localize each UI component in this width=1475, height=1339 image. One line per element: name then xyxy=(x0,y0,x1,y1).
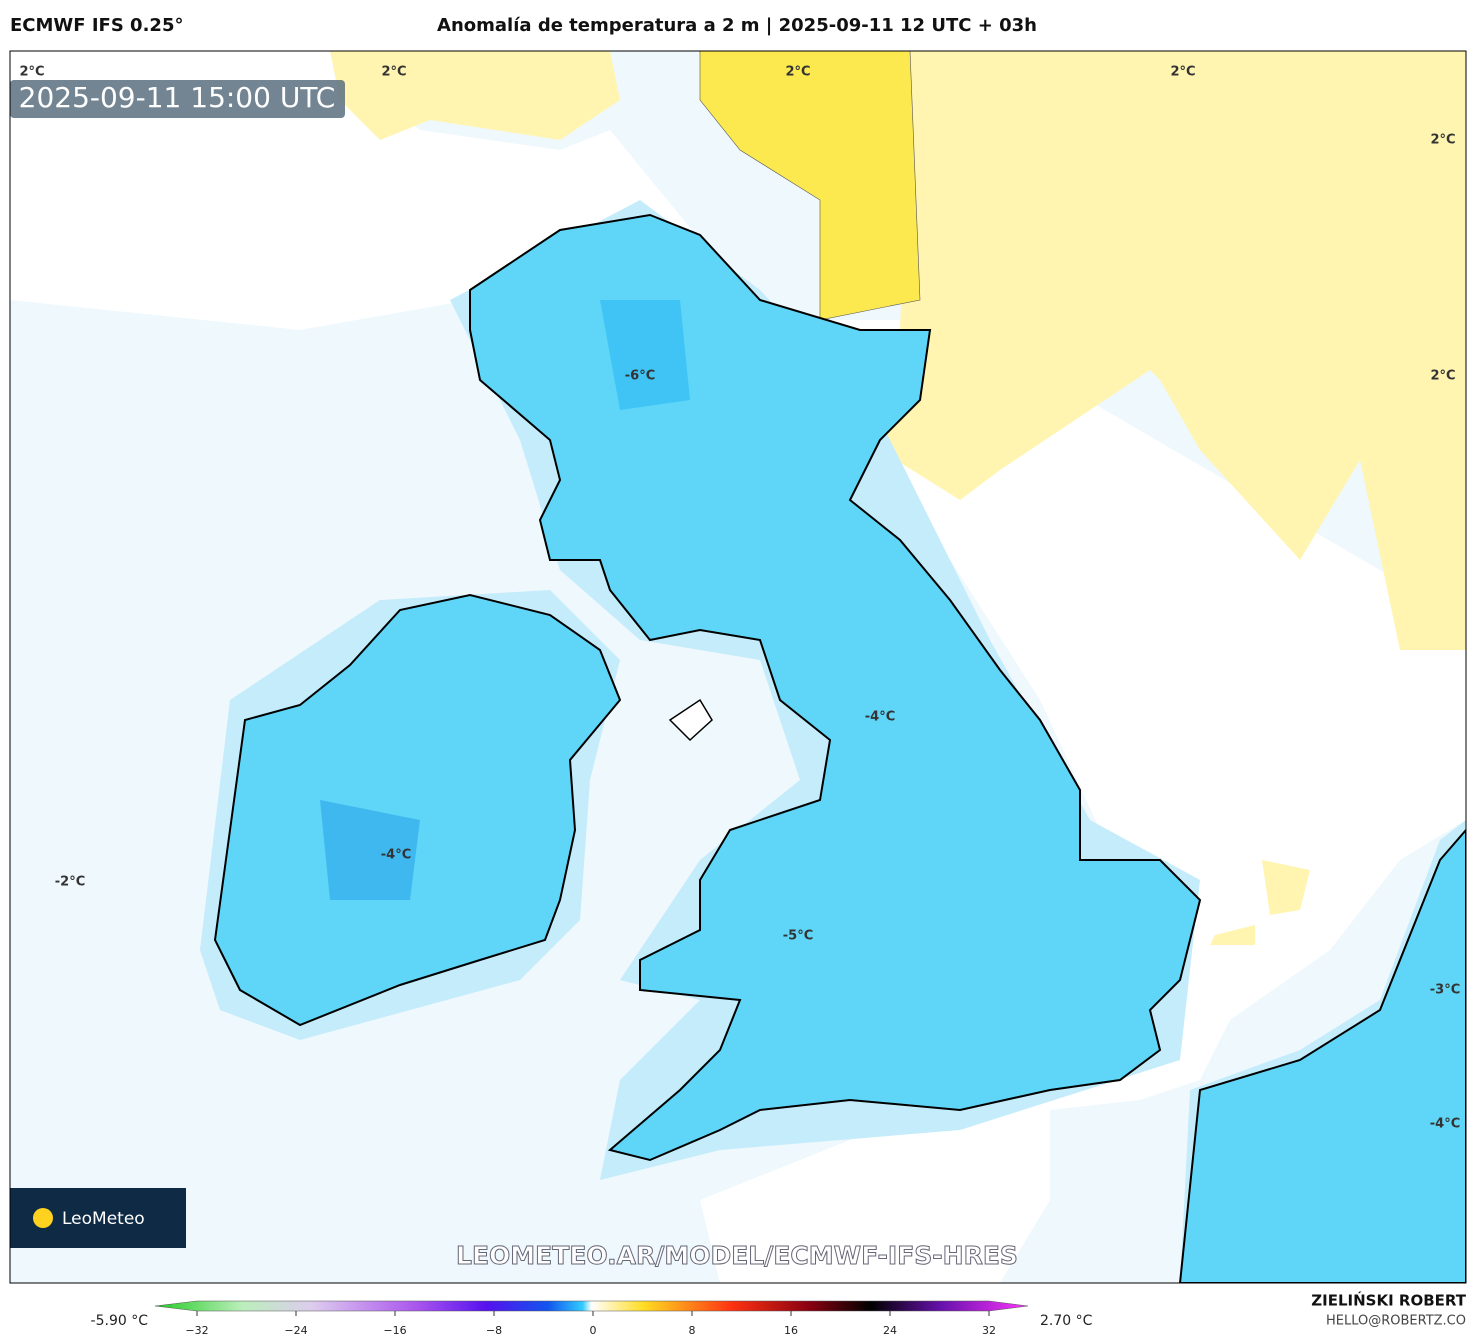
contour-label: 2°C xyxy=(1170,65,1195,80)
warm-area xyxy=(1210,925,1255,945)
timestamp-box xyxy=(10,80,345,118)
ireland xyxy=(213,593,622,1027)
map-frame xyxy=(9,50,1467,1284)
colorbar-max: 2.70 °C xyxy=(1040,1313,1093,1329)
colorbar-tick-label: 8 xyxy=(689,1324,696,1337)
colorbar-tick-label: 32 xyxy=(982,1324,996,1337)
author: ZIELIŃSKI ROBERT xyxy=(1311,1291,1466,1310)
continent xyxy=(1178,828,1466,1283)
colorbar-tick-label: −8 xyxy=(486,1324,502,1337)
contour-labels: 2°C 2°C 2°C 2°C 2°C 2°C -6°C -4°C -4°C -2°C -5°C -3… xyxy=(19,65,1460,1132)
cold-core xyxy=(600,300,690,410)
warm-area xyxy=(330,51,620,140)
cold-core xyxy=(320,800,420,900)
contour-label: 2°C xyxy=(19,65,44,80)
contour-label: -5°C xyxy=(783,929,813,944)
contour-label: 2°C xyxy=(1430,369,1455,384)
contour-label: -2°C xyxy=(55,875,85,890)
isle-of-man xyxy=(668,698,713,742)
colorbar-min: -5.90 °C xyxy=(91,1313,149,1329)
map: 2025-09-11 15:00 UTC 2°C 2°C 2°C 2°C 2°C 2°C -… xyxy=(10,51,1466,1283)
map-title: Anomalía de temperatura a 2 m | 2025-09-… xyxy=(437,15,1037,36)
contour-label: -4°C xyxy=(381,848,411,863)
model-name: ECMWF IFS 0.25° xyxy=(10,15,183,36)
contour-label: -4°C xyxy=(865,710,895,725)
contour-label: -3°C xyxy=(1430,983,1460,998)
colorbar-tick-label: −24 xyxy=(284,1324,307,1337)
contour-label: 2°C xyxy=(1430,133,1455,148)
contour-label: -6°C xyxy=(625,369,655,384)
neutral-area xyxy=(700,320,1466,1283)
contour-label: 2°C xyxy=(785,65,810,80)
colorbar-tick-label: −16 xyxy=(383,1324,406,1337)
warm-area xyxy=(699,51,921,321)
email: HELLO@ROBERTZ.CO xyxy=(1326,1314,1466,1329)
colorbar-tick-label: −32 xyxy=(185,1324,208,1337)
watermark: LEOMETEO.AR/MODEL/ECMWF-IFS-HRES xyxy=(456,1241,1018,1270)
warm-area xyxy=(1262,860,1310,915)
logo-sun xyxy=(33,1208,53,1228)
warm-area xyxy=(880,51,1466,650)
logo: LeoMeteo xyxy=(62,1209,145,1229)
colorbar-ticks: −32 −24 −16 −8 0 8 16 24 32 xyxy=(185,1311,996,1337)
colorbar-tick-label: 0 xyxy=(590,1324,597,1337)
contour-label: -4°C xyxy=(1430,1117,1460,1132)
great-britain xyxy=(469,213,1202,1162)
colorbar xyxy=(154,1300,1029,1312)
contour-label: 2°C xyxy=(381,65,406,80)
colorbar-tick-label: 24 xyxy=(883,1324,897,1337)
timestamp: 2025-09-11 15:00 UTC xyxy=(19,81,336,114)
colorbar-tick-label: 16 xyxy=(784,1324,798,1337)
